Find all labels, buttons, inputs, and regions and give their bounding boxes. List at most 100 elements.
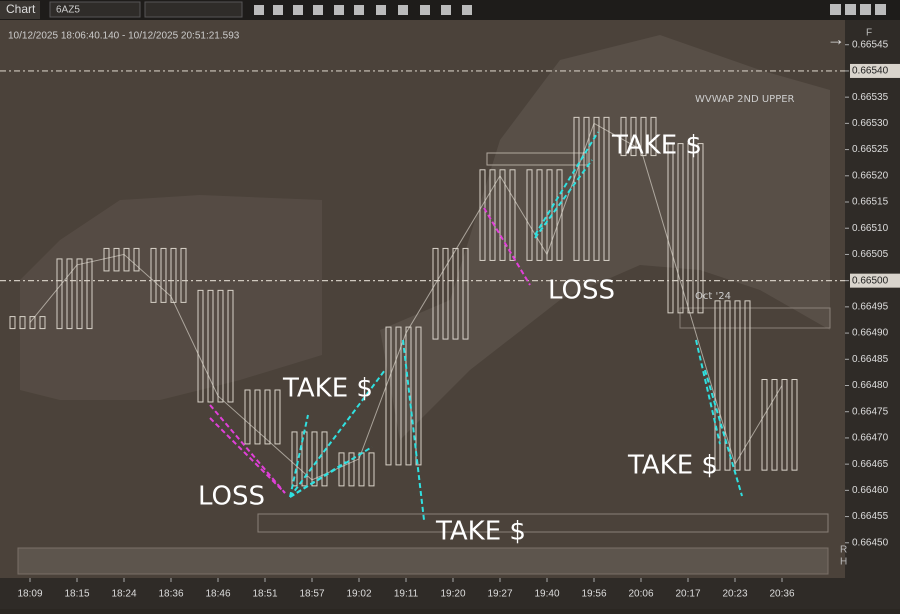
x-tick-label: 19:40 bbox=[534, 589, 559, 600]
price-highlight bbox=[850, 273, 900, 288]
instrument-label: 6AZ5 bbox=[56, 5, 80, 16]
candle bbox=[489, 169, 496, 261]
subtitle: 10/12/2025 18:06:40.140 - 10/12/2025 20:… bbox=[8, 31, 240, 42]
candle bbox=[244, 389, 251, 445]
candle bbox=[338, 452, 345, 487]
y-tick-label: 0.66515 bbox=[852, 197, 889, 208]
toolbar-icons bbox=[254, 4, 886, 15]
candle bbox=[66, 258, 73, 330]
tool-icon[interactable] bbox=[293, 5, 303, 15]
candle bbox=[442, 247, 449, 340]
x-tick-label: 19:20 bbox=[440, 589, 465, 600]
band bbox=[380, 35, 830, 440]
candle bbox=[603, 116, 610, 261]
annotation: TAKE $ bbox=[435, 517, 526, 547]
candle bbox=[462, 247, 469, 340]
trade-arrow bbox=[695, 339, 721, 445]
candle bbox=[677, 143, 684, 314]
tab-label: Chart bbox=[6, 2, 36, 16]
tool-icon[interactable] bbox=[462, 5, 472, 15]
template-select[interactable] bbox=[144, 1, 243, 18]
x-tick-label: 18:36 bbox=[158, 589, 183, 600]
candle bbox=[207, 289, 214, 403]
y-tick-label: 0.66455 bbox=[852, 511, 889, 522]
candle bbox=[217, 289, 224, 403]
candle bbox=[593, 116, 600, 261]
y-tick-label: 0.66530 bbox=[852, 118, 889, 129]
candle bbox=[583, 116, 590, 261]
candle bbox=[405, 326, 412, 466]
y-tick-label: 0.66490 bbox=[852, 328, 889, 339]
zone-box bbox=[257, 513, 829, 533]
candle bbox=[771, 379, 778, 471]
candle bbox=[180, 247, 187, 303]
candle bbox=[103, 247, 110, 272]
candle bbox=[123, 247, 130, 272]
candle bbox=[630, 116, 637, 157]
candle bbox=[509, 169, 516, 261]
time-axis bbox=[0, 578, 900, 609]
tool-icon[interactable] bbox=[334, 5, 344, 15]
candle bbox=[556, 169, 563, 261]
y-tick-label: 0.66520 bbox=[852, 170, 889, 181]
window-button[interactable] bbox=[830, 4, 841, 15]
x-tick-label: 19:56 bbox=[581, 589, 606, 600]
instrument-select[interactable] bbox=[49, 1, 141, 18]
y-tick-label: 0.66475 bbox=[852, 406, 889, 417]
tool-icon[interactable] bbox=[313, 5, 323, 15]
candle bbox=[160, 247, 167, 303]
y-tick-label: 0.66465 bbox=[852, 459, 889, 470]
tool-icon[interactable] bbox=[254, 5, 264, 15]
tool-icon[interactable] bbox=[420, 5, 430, 15]
candle bbox=[254, 389, 261, 445]
annotation: TAKE $ bbox=[611, 131, 702, 161]
candle bbox=[86, 258, 93, 330]
candle bbox=[734, 300, 741, 471]
candle bbox=[264, 389, 271, 445]
x-tick-label: 20:17 bbox=[675, 589, 700, 600]
candle bbox=[781, 379, 788, 471]
tool-icon[interactable] bbox=[273, 5, 283, 15]
y-tick-label: 0.66450 bbox=[852, 537, 889, 548]
trade-arrow bbox=[534, 159, 593, 239]
tool-icon[interactable] bbox=[398, 5, 408, 15]
trade-arrow bbox=[209, 417, 286, 494]
y-tick-label: 0.66500 bbox=[852, 275, 889, 286]
candle bbox=[724, 300, 731, 471]
candle bbox=[395, 326, 402, 466]
y-tick-label: 0.66535 bbox=[852, 92, 889, 103]
trade-arrow bbox=[402, 339, 425, 521]
window-button[interactable] bbox=[875, 4, 886, 15]
trade-arrow bbox=[209, 404, 286, 494]
window-button[interactable] bbox=[860, 4, 871, 15]
annotation: LOSS bbox=[198, 482, 265, 512]
candle bbox=[133, 247, 140, 272]
x-tick-label: 18:15 bbox=[64, 589, 89, 600]
annotation: TAKE $ bbox=[282, 374, 373, 404]
y-tick-label: 0.66540 bbox=[852, 66, 889, 77]
y-tick-label: 0.66480 bbox=[852, 380, 889, 391]
x-tick-label: 19:02 bbox=[346, 589, 371, 600]
y-tick-label: 0.66485 bbox=[852, 354, 889, 365]
y-tick-label: 0.66510 bbox=[852, 223, 889, 234]
candle bbox=[39, 316, 46, 330]
candle bbox=[761, 379, 768, 471]
candle bbox=[479, 169, 486, 261]
candle bbox=[791, 379, 798, 471]
candle bbox=[526, 169, 533, 261]
candle bbox=[415, 326, 422, 466]
tab[interactable] bbox=[0, 1, 40, 19]
x-tick-label: 18:09 bbox=[17, 589, 42, 600]
tool-icon[interactable] bbox=[376, 5, 386, 15]
candle bbox=[150, 247, 157, 303]
x-tick-label: 18:24 bbox=[111, 589, 136, 600]
window-button[interactable] bbox=[845, 4, 856, 15]
candle bbox=[744, 300, 751, 471]
y-tick-label: 0.66545 bbox=[852, 39, 889, 50]
zone-box bbox=[679, 307, 831, 329]
candle bbox=[432, 247, 439, 340]
nav-arrow[interactable]: → bbox=[827, 29, 845, 49]
tool-icon[interactable] bbox=[441, 5, 451, 15]
tool-icon[interactable] bbox=[354, 5, 364, 15]
